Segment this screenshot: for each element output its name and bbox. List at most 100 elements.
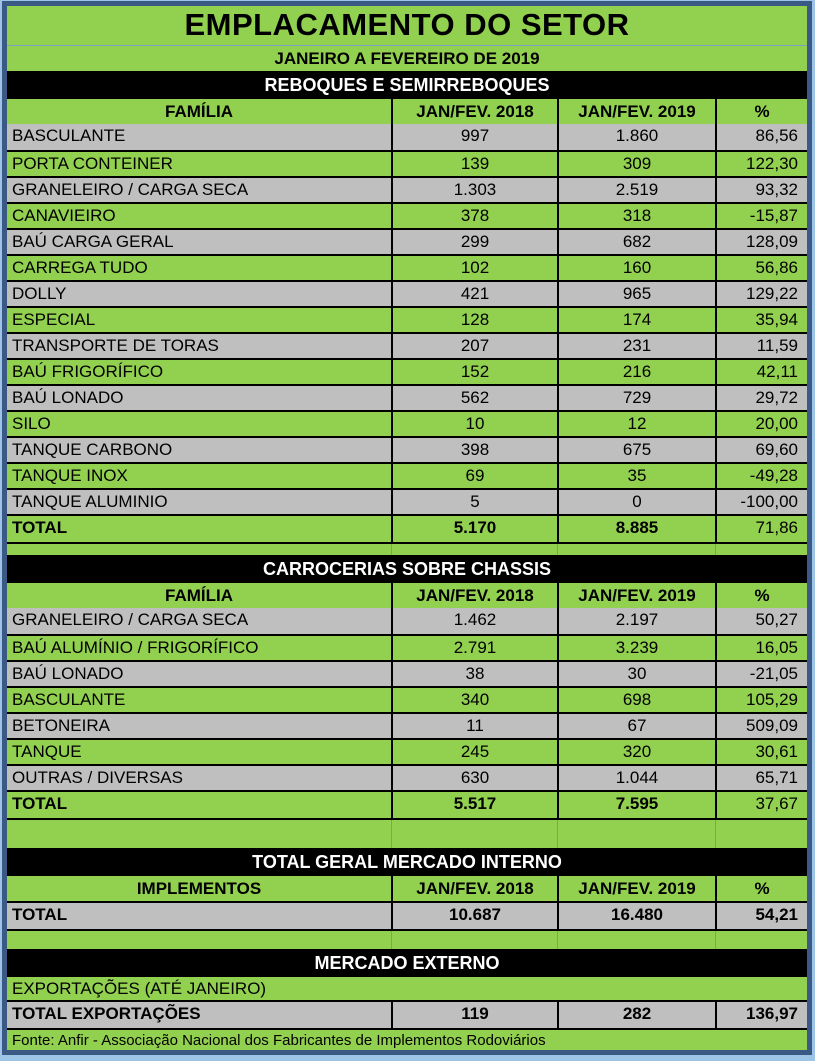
column-header-2019: JAN/FEV. 2019 bbox=[557, 99, 715, 124]
value-2019-cell: 1.860 bbox=[557, 124, 715, 150]
value-2018-cell: 152 bbox=[391, 360, 557, 384]
value-2018-cell: 562 bbox=[391, 386, 557, 410]
value-2018-cell: 245 bbox=[391, 740, 557, 764]
section-band-mercado-externo: MERCADO EXTERNO bbox=[7, 949, 807, 975]
table-row: BAÚ LONADO 562 729 29,72 bbox=[7, 384, 807, 410]
value-2019-cell: 318 bbox=[557, 204, 715, 228]
value-2019-cell: 1.044 bbox=[557, 766, 715, 790]
total-label: TOTAL bbox=[12, 794, 68, 813]
percent-cell: 35,94 bbox=[715, 308, 807, 332]
value-2018-cell: 2.791 bbox=[391, 636, 557, 660]
family-cell: TANQUE CARBONO bbox=[12, 440, 173, 459]
value-2019-cell: 30 bbox=[557, 662, 715, 686]
column-header-percent: % bbox=[715, 99, 807, 124]
percent-cell: 11,59 bbox=[715, 334, 807, 358]
table-row: BAÚ CARGA GERAL 299 682 128,09 bbox=[7, 228, 807, 254]
percent-cell: 42,11 bbox=[715, 360, 807, 384]
family-cell: PORTA CONTEINER bbox=[12, 154, 173, 173]
table-row: GRANELEIRO / CARGA SECA 1.303 2.519 93,3… bbox=[7, 176, 807, 202]
value-2018-cell: 997 bbox=[391, 124, 557, 150]
value-2019-cell: 231 bbox=[557, 334, 715, 358]
family-cell: TANQUE INOX bbox=[12, 466, 128, 485]
family-cell: GRANELEIRO / CARGA SECA bbox=[12, 180, 249, 199]
value-2019-cell: 675 bbox=[557, 438, 715, 462]
table-row: DOLLY 421 965 129,22 bbox=[7, 280, 807, 306]
percent-cell: 69,60 bbox=[715, 438, 807, 462]
column-header-implementos: IMPLEMENTOS bbox=[136, 879, 262, 898]
value-2018-cell: 340 bbox=[391, 688, 557, 712]
total-2019-cell: 16.480 bbox=[557, 903, 715, 929]
value-2019-cell: 309 bbox=[557, 152, 715, 176]
value-2019-cell: 729 bbox=[557, 386, 715, 410]
percent-cell: -21,05 bbox=[715, 662, 807, 686]
table-row: BAÚ FRIGORÍFICO 152 216 42,11 bbox=[7, 358, 807, 384]
percent-cell: 509,09 bbox=[715, 714, 807, 738]
percent-cell: 128,09 bbox=[715, 230, 807, 254]
total-2018-cell: 5.170 bbox=[391, 516, 557, 542]
percent-cell: -15,87 bbox=[715, 204, 807, 228]
value-2019-cell: 698 bbox=[557, 688, 715, 712]
table-row: ESPECIAL 128 174 35,94 bbox=[7, 306, 807, 332]
table-row: BASCULANTE 997 1.860 86,56 bbox=[7, 124, 807, 150]
table-header-mercado-interno: IMPLEMENTOS JAN/FEV. 2018 JAN/FEV. 2019 … bbox=[7, 874, 807, 901]
total-percent-cell: 71,86 bbox=[715, 516, 807, 542]
family-cell: BASCULANTE bbox=[12, 126, 126, 145]
value-2019-cell: 682 bbox=[557, 230, 715, 254]
value-2019-cell: 2.519 bbox=[557, 178, 715, 202]
total-label: TOTAL EXPORTAÇÕES bbox=[12, 1004, 201, 1023]
table-row: OUTRAS / DIVERSAS 630 1.044 65,71 bbox=[7, 764, 807, 790]
column-header-2018: JAN/FEV. 2018 bbox=[391, 99, 557, 124]
section-band-carrocerias: CARROCERIAS SOBRE CHASSIS bbox=[7, 555, 807, 581]
percent-cell: 16,05 bbox=[715, 636, 807, 660]
percent-cell: 105,29 bbox=[715, 688, 807, 712]
total-2019-cell: 7.595 bbox=[557, 792, 715, 818]
family-cell: CANAVIEIRO bbox=[12, 206, 116, 225]
table-body-carrocerias: GRANELEIRO / CARGA SECA 1.462 2.197 50,2… bbox=[7, 608, 807, 790]
column-header-2018: JAN/FEV. 2018 bbox=[391, 583, 557, 608]
total-2018-cell: 119 bbox=[391, 1002, 557, 1028]
value-2018-cell: 10 bbox=[391, 412, 557, 436]
family-cell: TANQUE bbox=[12, 742, 82, 761]
family-cell: BAÚ CARGA GERAL bbox=[12, 232, 174, 251]
family-cell: ESPECIAL bbox=[12, 310, 96, 329]
column-header-percent: % bbox=[715, 876, 807, 901]
percent-cell: 29,72 bbox=[715, 386, 807, 410]
percent-cell: -49,28 bbox=[715, 464, 807, 488]
value-2019-cell: 216 bbox=[557, 360, 715, 384]
column-header-family: FAMÍLIA bbox=[165, 102, 233, 121]
family-cell: GRANELEIRO / CARGA SECA bbox=[12, 610, 249, 629]
total-percent-cell: 136,97 bbox=[715, 1002, 807, 1028]
value-2019-cell: 320 bbox=[557, 740, 715, 764]
percent-cell: 129,22 bbox=[715, 282, 807, 306]
total-2018-cell: 10.687 bbox=[391, 903, 557, 929]
total-label: TOTAL bbox=[12, 905, 68, 924]
value-2019-cell: 160 bbox=[557, 256, 715, 280]
family-cell: OUTRAS / DIVERSAS bbox=[12, 768, 183, 787]
exportacoes-note: EXPORTAÇÕES (ATÉ JANEIRO) bbox=[7, 975, 807, 1000]
value-2018-cell: 139 bbox=[391, 152, 557, 176]
table-row: TANQUE CARBONO 398 675 69,60 bbox=[7, 436, 807, 462]
value-2019-cell: 965 bbox=[557, 282, 715, 306]
family-cell: CARREGA TUDO bbox=[12, 258, 148, 277]
value-2019-cell: 67 bbox=[557, 714, 715, 738]
family-cell: BAÚ LONADO bbox=[12, 388, 124, 407]
table-header-carrocerias: FAMÍLIA JAN/FEV. 2018 JAN/FEV. 2019 % bbox=[7, 581, 807, 608]
total-2018-cell: 5.517 bbox=[391, 792, 557, 818]
table-row: BAÚ ALUMÍNIO / FRIGORÍFICO 2.791 3.239 1… bbox=[7, 634, 807, 660]
value-2018-cell: 69 bbox=[391, 464, 557, 488]
family-cell: BAÚ FRIGORÍFICO bbox=[12, 362, 164, 381]
table-header-reboques: FAMÍLIA JAN/FEV. 2018 JAN/FEV. 2019 % bbox=[7, 97, 807, 124]
value-2018-cell: 38 bbox=[391, 662, 557, 686]
value-2018-cell: 421 bbox=[391, 282, 557, 306]
spacer-row bbox=[7, 929, 807, 949]
percent-cell: 30,61 bbox=[715, 740, 807, 764]
percent-cell: 93,32 bbox=[715, 178, 807, 202]
value-2019-cell: 2.197 bbox=[557, 608, 715, 634]
column-header-2019: JAN/FEV. 2019 bbox=[557, 583, 715, 608]
total-label: TOTAL bbox=[12, 518, 68, 537]
family-cell: BAÚ ALUMÍNIO / FRIGORÍFICO bbox=[12, 638, 259, 657]
value-2018-cell: 630 bbox=[391, 766, 557, 790]
spacer-row bbox=[7, 818, 807, 848]
value-2018-cell: 1.462 bbox=[391, 608, 557, 634]
